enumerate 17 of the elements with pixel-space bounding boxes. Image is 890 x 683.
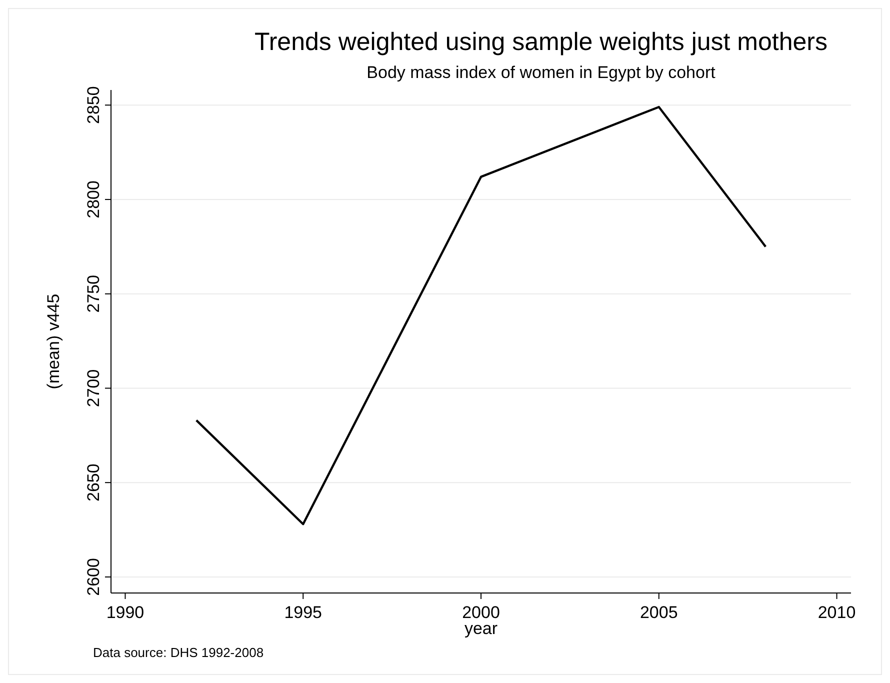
y-tick-label: 2650: [84, 464, 103, 502]
y-axis-title: (mean) v445: [44, 294, 63, 390]
x-tick-label: 1990: [106, 603, 144, 622]
chart-subtitle: Body mass index of women in Egypt by cohort: [366, 63, 716, 82]
y-tick-label: 2700: [84, 369, 103, 408]
x-tick-label: 2010: [818, 603, 856, 622]
y-tick-label: 2600: [84, 558, 103, 596]
x-tick-label: 2000: [462, 603, 500, 622]
x-axis-title: year: [464, 619, 498, 638]
y-tick-label: 2750: [84, 274, 103, 313]
source-note: Data source: DHS 1992-2008: [93, 645, 264, 660]
x-tick-label: 1995: [284, 603, 322, 622]
y-tick-label: 2800: [84, 180, 103, 218]
chart-title: Trends weighted using sample weights just mothers: [254, 28, 828, 56]
y-tick-label: 2850: [84, 86, 103, 124]
line-series: [195, 106, 767, 526]
x-tick-label: 2005: [640, 603, 678, 622]
